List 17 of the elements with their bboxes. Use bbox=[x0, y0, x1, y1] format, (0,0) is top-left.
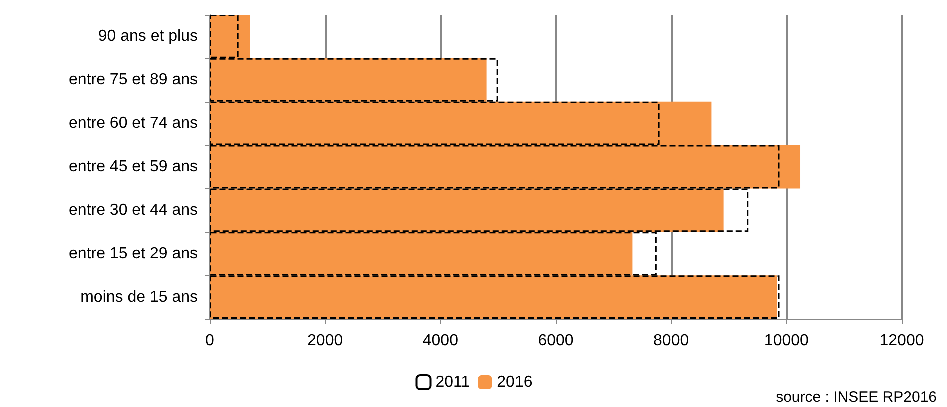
x-tick-label: 8000 bbox=[654, 332, 690, 350]
y-tick-label: 90 ans et plus bbox=[98, 28, 198, 46]
y-tick-label: entre 30 et 44 ans bbox=[69, 202, 198, 219]
legend-label: 2016 bbox=[497, 374, 533, 391]
y-tick-label: entre 75 et 89 ans bbox=[69, 72, 198, 89]
x-tick-label: 10000 bbox=[764, 332, 810, 350]
y-tick-label: entre 15 et 29 ans bbox=[69, 245, 198, 262]
y-tick-label: moins de 15 ans bbox=[80, 288, 198, 306]
x-tick-label: 2000 bbox=[308, 332, 344, 350]
x-tick-label: 0 bbox=[206, 332, 215, 350]
legend-label: 2011 bbox=[436, 374, 470, 391]
y-tick-label: entre 45 et 59 ans bbox=[69, 158, 198, 176]
x-tick-label: 4000 bbox=[422, 332, 459, 350]
y-tick-label: entre 60 et 74 ans bbox=[69, 115, 198, 132]
x-tick-label: 12000 bbox=[880, 332, 924, 350]
x-tick-label: 6000 bbox=[538, 332, 574, 350]
source-note: source : INSEE RP2016 bbox=[776, 389, 938, 406]
